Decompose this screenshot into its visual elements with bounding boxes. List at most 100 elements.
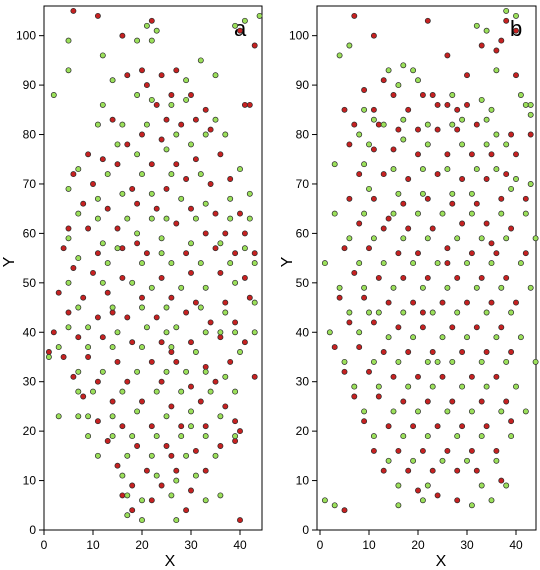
green-point [419, 166, 426, 173]
red-point [207, 126, 214, 133]
red-point [356, 344, 363, 351]
green-point [385, 457, 392, 464]
red-point [124, 314, 131, 321]
red-point [197, 398, 204, 405]
green-point [251, 329, 258, 336]
red-point [468, 373, 475, 380]
green-point [178, 433, 185, 440]
green-point [134, 37, 141, 44]
green-point [197, 304, 204, 311]
green-point [454, 235, 461, 242]
red-point [513, 72, 519, 79]
red-point [94, 418, 101, 425]
green-point [94, 452, 101, 459]
red-point [366, 245, 372, 252]
red-point [158, 136, 165, 143]
y-tick-label: 60 [296, 226, 310, 240]
green-point [370, 235, 377, 242]
red-point [217, 151, 224, 158]
green-point [532, 235, 539, 242]
red-point [129, 507, 136, 514]
y-tick-label: 0 [302, 523, 309, 537]
green-point [75, 210, 82, 217]
red-point [207, 319, 214, 326]
red-point [70, 373, 77, 380]
green-point [361, 284, 368, 291]
red-point [143, 82, 150, 89]
green-point [336, 52, 343, 59]
red-point [217, 269, 224, 276]
red-point [454, 274, 461, 281]
green-point [415, 408, 421, 415]
green-point [85, 324, 92, 331]
green-point [429, 383, 436, 390]
green-point [227, 260, 234, 267]
red-point [513, 151, 519, 158]
green-point [124, 492, 131, 499]
green-point [527, 284, 534, 291]
red-point [415, 151, 421, 158]
green-point [424, 141, 431, 148]
red-point [114, 161, 121, 168]
red-point [129, 185, 136, 192]
red-point [468, 250, 475, 257]
x-tick-label: 20 [411, 538, 425, 552]
green-point [65, 37, 72, 44]
red-point [415, 373, 421, 380]
y-tick-label: 20 [296, 424, 310, 438]
green-point [517, 260, 524, 267]
green-point [212, 116, 219, 123]
red-point [385, 423, 392, 430]
red-point [173, 67, 180, 74]
y-tick-label: 80 [23, 128, 37, 142]
green-point [212, 452, 219, 459]
green-point [400, 136, 407, 143]
red-point [444, 151, 451, 158]
red-point [449, 324, 456, 331]
green-point [346, 235, 353, 242]
red-point [139, 294, 145, 301]
green-point [459, 116, 466, 123]
red-point [503, 274, 510, 281]
green-point [109, 304, 116, 311]
green-point [65, 185, 72, 192]
green-point [424, 358, 431, 365]
x-tick-label: 30 [460, 538, 474, 552]
red-point [70, 7, 77, 14]
green-point [173, 131, 180, 138]
red-point [134, 200, 141, 207]
y-tick-label: 30 [23, 375, 37, 389]
red-point [385, 299, 392, 306]
red-point [148, 423, 155, 430]
green-point [202, 329, 209, 336]
red-point [478, 274, 485, 281]
green-point [109, 413, 116, 420]
green-point [188, 141, 194, 148]
red-point [109, 309, 116, 316]
red-point [493, 47, 500, 54]
green-point [464, 334, 470, 341]
green-point [178, 195, 185, 202]
red-point [351, 269, 358, 276]
red-point [459, 220, 466, 227]
red-point [483, 349, 490, 355]
red-point [192, 156, 199, 163]
green-point [232, 388, 239, 395]
green-point [326, 329, 333, 336]
green-point [168, 260, 175, 267]
red-point [143, 250, 150, 257]
green-point [217, 329, 224, 336]
red-point [217, 334, 224, 341]
green-point [75, 304, 82, 311]
red-point [390, 373, 397, 380]
red-point [380, 467, 387, 474]
red-point [237, 428, 243, 435]
green-point [331, 210, 338, 217]
red-point [114, 462, 121, 469]
green-point [473, 166, 480, 173]
green-point [449, 358, 456, 365]
red-point [449, 398, 456, 405]
red-point [188, 205, 194, 212]
